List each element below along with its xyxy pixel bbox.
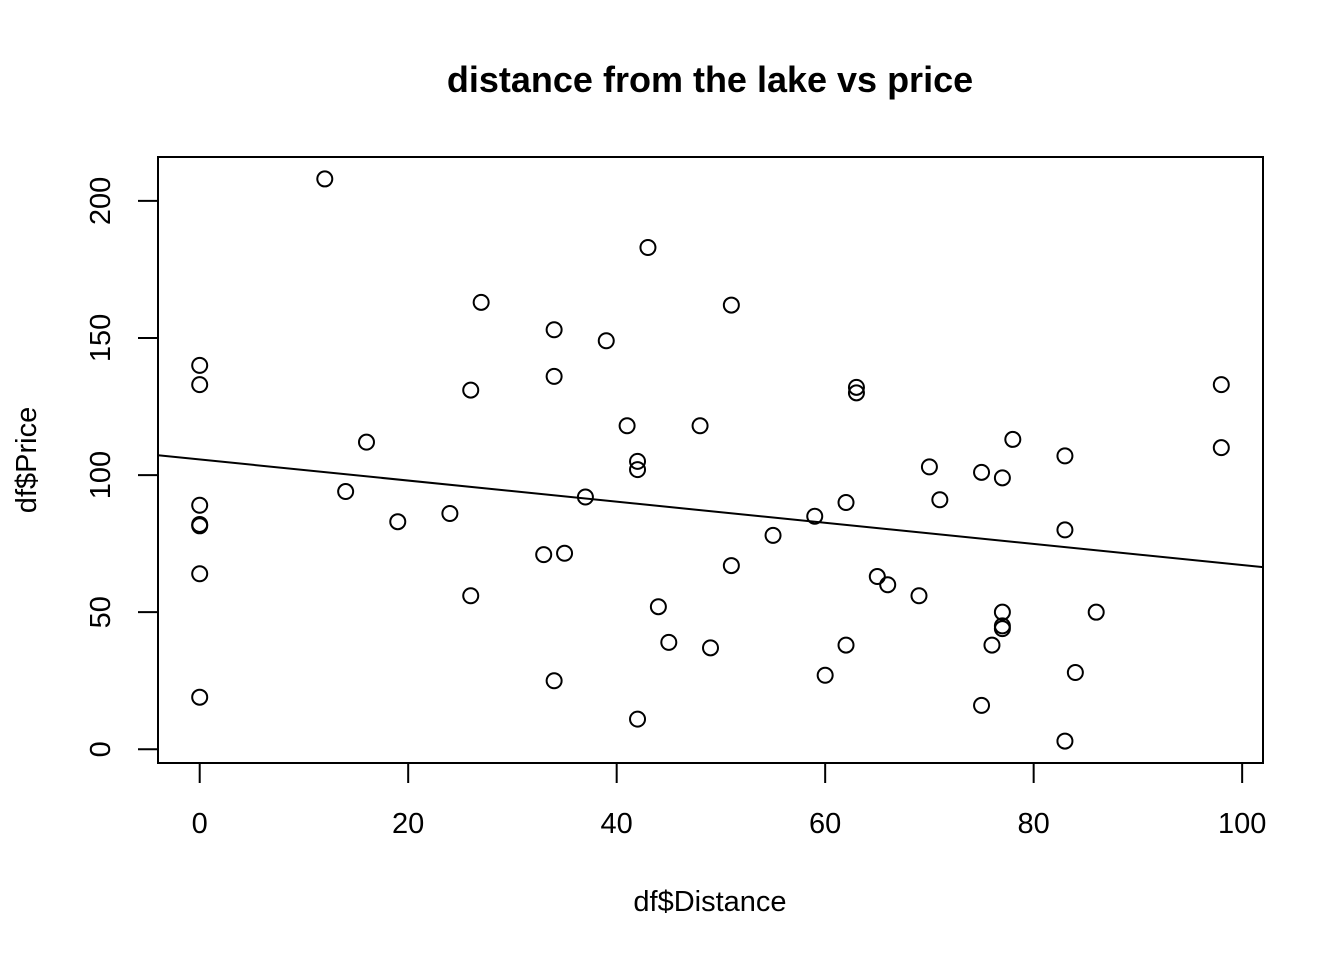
- data-point: [910, 587, 928, 605]
- data-point: [702, 639, 719, 657]
- data-point: [993, 620, 1011, 638]
- data-point: [191, 376, 209, 394]
- data-point: [1056, 732, 1074, 750]
- data-point: [545, 367, 563, 385]
- data-point: [441, 504, 459, 522]
- data-point: [806, 507, 824, 525]
- data-point: [1004, 430, 1022, 448]
- data-point: [993, 469, 1011, 487]
- data-point: [389, 513, 407, 531]
- regression-line: [158, 454, 1263, 569]
- data-point: [660, 633, 678, 651]
- data-point: [764, 526, 782, 544]
- data-point: [576, 488, 594, 506]
- data-point: [191, 688, 209, 706]
- data-point: [993, 603, 1011, 621]
- data-point: [357, 433, 375, 451]
- data-point: [545, 321, 563, 339]
- data-point: [597, 332, 615, 350]
- data-point: [618, 417, 636, 435]
- y-tick-label: 200: [85, 177, 117, 225]
- x-tick-label: 100: [1218, 808, 1266, 840]
- data-point: [472, 293, 490, 311]
- data-point: [191, 565, 209, 583]
- data-point: [462, 587, 480, 605]
- data-point: [191, 496, 209, 514]
- x-tick-label: 20: [392, 808, 424, 840]
- data-point: [545, 672, 563, 690]
- data-point: [629, 710, 647, 728]
- data-point: [535, 546, 553, 564]
- data-point: [316, 170, 334, 188]
- x-axis-label: df$Distance: [633, 886, 786, 918]
- data-point: [722, 296, 740, 314]
- data-point: [1066, 664, 1084, 682]
- x-tick-label: 80: [1018, 808, 1050, 840]
- data-point: [868, 568, 886, 586]
- data-point: [691, 417, 709, 435]
- y-tick-label: 100: [85, 451, 117, 499]
- data-points: [191, 170, 1230, 750]
- data-point: [837, 494, 855, 512]
- data-point: [983, 636, 1001, 654]
- data-point: [191, 356, 209, 374]
- data-point: [1212, 376, 1230, 394]
- data-point: [847, 384, 865, 402]
- data-point: [973, 463, 991, 481]
- data-point: [337, 483, 355, 501]
- x-tick-label: 40: [601, 808, 633, 840]
- x-tick-label: 60: [809, 808, 841, 840]
- y-axis: 0 50 100 150 200: [85, 177, 159, 757]
- data-point: [931, 491, 949, 509]
- data-point: [462, 381, 480, 399]
- data-point: [629, 461, 647, 479]
- data-point: [1056, 521, 1074, 539]
- data-point: [722, 557, 740, 575]
- data-point: [191, 517, 209, 535]
- data-point: [1056, 447, 1074, 465]
- regression-line-group: [158, 454, 1263, 569]
- data-point: [629, 452, 647, 470]
- chart-title: distance from the lake vs price: [447, 59, 973, 100]
- data-point: [639, 238, 657, 256]
- x-tick-label: 0: [192, 808, 208, 840]
- data-point: [816, 666, 834, 684]
- y-tick-label: 0: [85, 741, 117, 757]
- data-point: [920, 458, 938, 476]
- plot-frame: [157, 156, 1264, 764]
- y-tick-label: 150: [85, 314, 117, 362]
- data-point: [879, 576, 897, 594]
- y-axis-label: df$Price: [11, 407, 43, 513]
- y-tick-label: 50: [85, 596, 117, 628]
- data-point: [1212, 439, 1230, 457]
- data-point: [837, 636, 855, 654]
- data-point: [847, 378, 865, 396]
- data-point: [649, 598, 667, 616]
- data-point: [1087, 603, 1105, 621]
- data-point: [556, 544, 574, 562]
- data-point: [973, 696, 991, 714]
- x-axis: 0 20 40 60 80 100: [192, 762, 1266, 840]
